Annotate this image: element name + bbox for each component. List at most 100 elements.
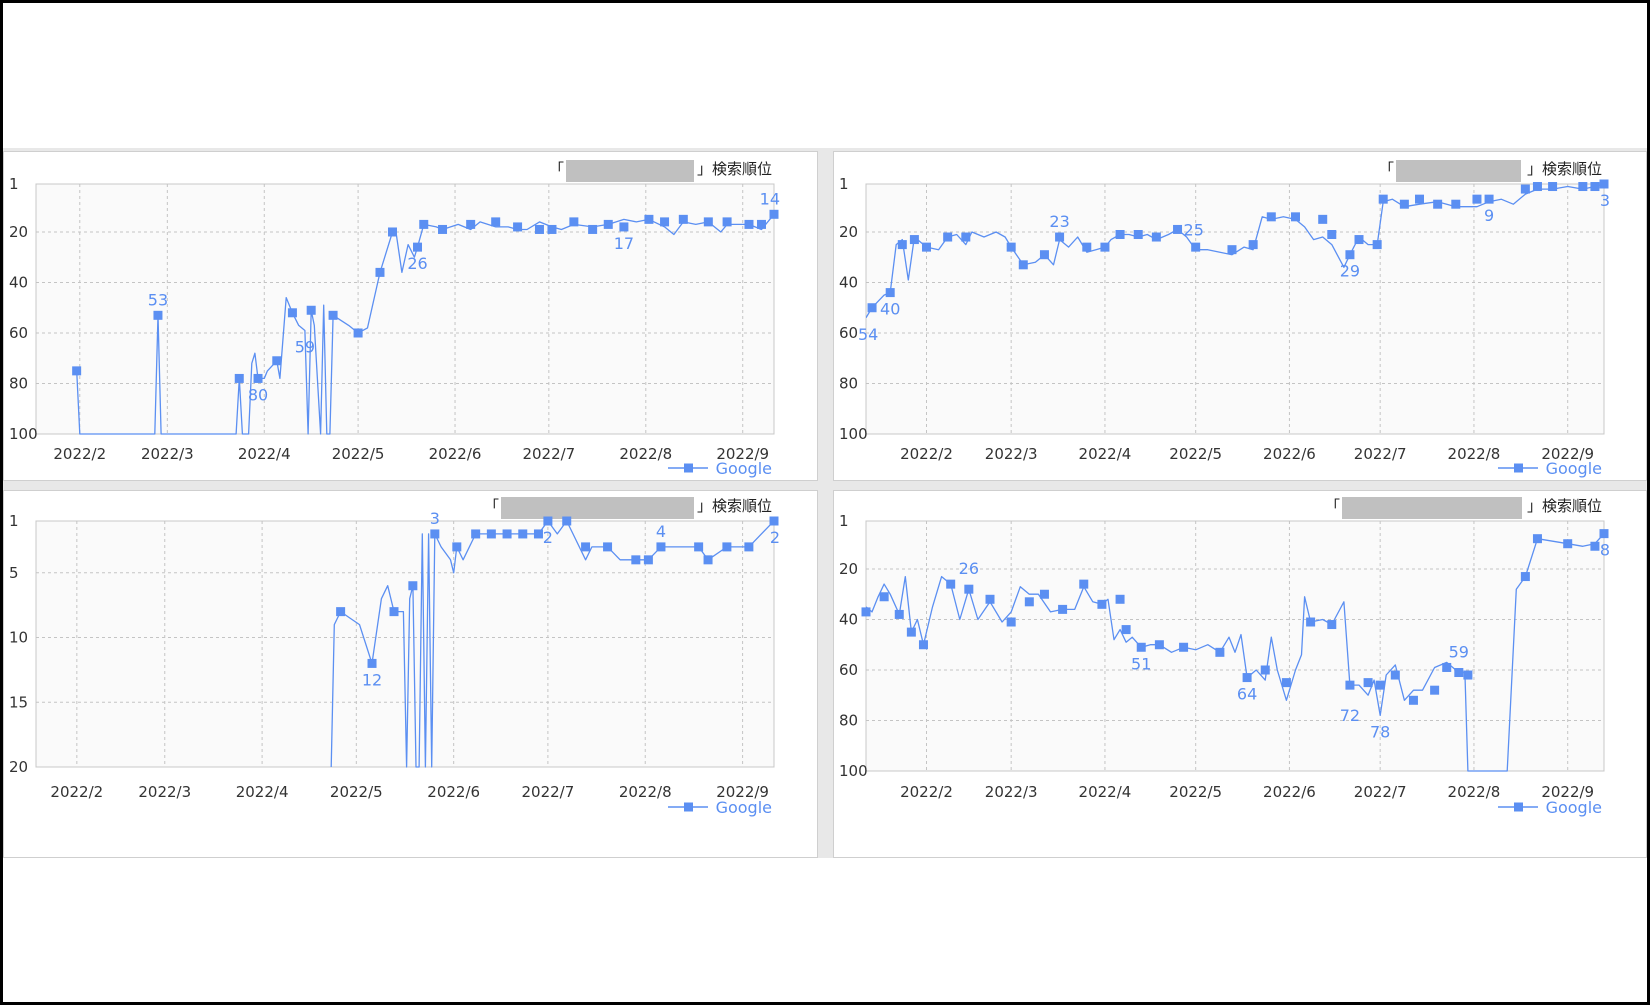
legend: Google [1498,798,1602,817]
data-label: 23 [1049,212,1069,231]
charts-area: 」検索順位「1 20 40 60 80 100 2022/2 2022/3 2022/4 2022… [3,148,1647,858]
y-tick-label: 20 [9,223,28,241]
y-tick-label: 10 [9,629,28,647]
y-tick-label: 40 [839,273,858,291]
data-point [1354,235,1364,245]
data-point [1484,194,1494,204]
data-label: 59 [295,337,315,356]
x-tick-label: 2022/9 [716,445,769,463]
y-tick-label: 5 [9,564,19,582]
data-point [861,607,871,617]
data-label: 2 [770,528,780,547]
data-point [1363,678,1373,688]
data-point [1599,529,1609,539]
data-label: 26 [407,254,427,273]
data-point [367,658,377,668]
data-point [1100,242,1110,252]
y-tick-label: 40 [9,273,28,291]
data-point [1375,680,1385,690]
data-point [1136,642,1146,652]
data-point [1327,620,1337,630]
data-point [438,224,448,234]
data-point [1430,685,1440,695]
data-point [387,227,397,237]
legend-marker [1514,463,1523,473]
redacted-keyword [566,160,694,182]
data-point [1082,242,1092,252]
data-point [879,592,889,602]
x-tick-label: 2022/8 [1448,783,1501,801]
data-point [272,356,282,366]
chart-title-prefix: 「 [1379,160,1394,178]
chart-title-suffix: 」検索順位 [697,160,772,178]
chart-svg: 」検索順位 「 1 20 40 60 80 100 2022/2 2022/3 2022/4 2022… [9,160,780,478]
x-tick-label: 2022/3 [141,445,194,463]
chart-title-prefix: 「 [484,497,499,515]
data-label: 3 [1600,191,1610,210]
data-point [430,529,440,539]
y-tick-label: 60 [839,661,858,679]
y-tick-label: 60 [839,324,858,342]
data-point [1024,597,1034,607]
data-point [1115,594,1125,604]
data-point [534,224,544,234]
data-point [643,555,653,565]
y-tick-label: 100 [9,425,38,443]
data-label: 72 [1340,706,1360,725]
data-point [985,594,995,604]
plot-area [35,520,775,768]
data-point [1191,242,1201,252]
data-point [1451,199,1461,209]
chart-svg: 」検索順位 「 1 20 40 60 80 100 2022/2 2022/3 2022/4 2022… [839,160,1610,478]
data-point [961,232,971,242]
data-point [1039,589,1049,599]
data-point [72,366,82,376]
data-point [656,542,666,552]
data-point [389,607,399,617]
data-label: 80 [248,385,268,404]
data-point [1390,670,1400,680]
data-point [1121,625,1131,635]
data-label: 9 [1484,206,1494,225]
data-point [518,529,528,539]
y-tick-label: 100 [839,762,868,780]
data-label: 78 [1370,722,1390,741]
data-point [906,627,916,637]
legend-marker [684,463,693,473]
data-point [1154,640,1164,650]
data-label: 40 [880,300,900,319]
data-point [744,219,754,229]
data-point [1006,617,1016,627]
data-point [287,308,297,318]
data-point [1548,182,1558,192]
plot-area [865,183,1605,435]
rank-chart-4: 」検索順位 「 1 20 40 60 80 100 2022/2 2022/3 2022/4 2022… [833,490,1647,858]
data-point [413,242,423,252]
data-point [466,219,476,229]
data-point [678,214,688,224]
data-point [1242,673,1252,683]
data-label: 14 [760,189,780,208]
x-tick-label: 2022/4 [1079,783,1132,801]
data-point [1590,541,1600,551]
x-tick-label: 2022/3 [138,783,191,801]
y-tick-label: 20 [839,223,858,241]
plot-area [865,520,1605,772]
data-point [562,516,572,526]
data-point [471,529,481,539]
legend: Google [1498,459,1602,478]
data-point [328,310,338,320]
y-tick-label: 15 [9,693,28,711]
data-label: 54 [858,325,878,344]
data-point [1266,212,1276,222]
y-tick-label: 100 [839,425,868,443]
data-point [894,609,904,619]
redacted-keyword [1342,497,1522,519]
chart-title-suffix: 」検索順位 [1527,160,1602,178]
y-tick-label: 20 [9,758,28,776]
x-tick-label: 2022/9 [1541,783,1594,801]
data-point [1055,232,1065,242]
x-tick-label: 2022/3 [985,445,1038,463]
x-tick-label: 2022/9 [716,783,769,801]
rank-chart-2: 」検索順位 「 1 20 40 60 80 100 2022/2 2022/3 2022/4 2022… [833,151,1647,481]
